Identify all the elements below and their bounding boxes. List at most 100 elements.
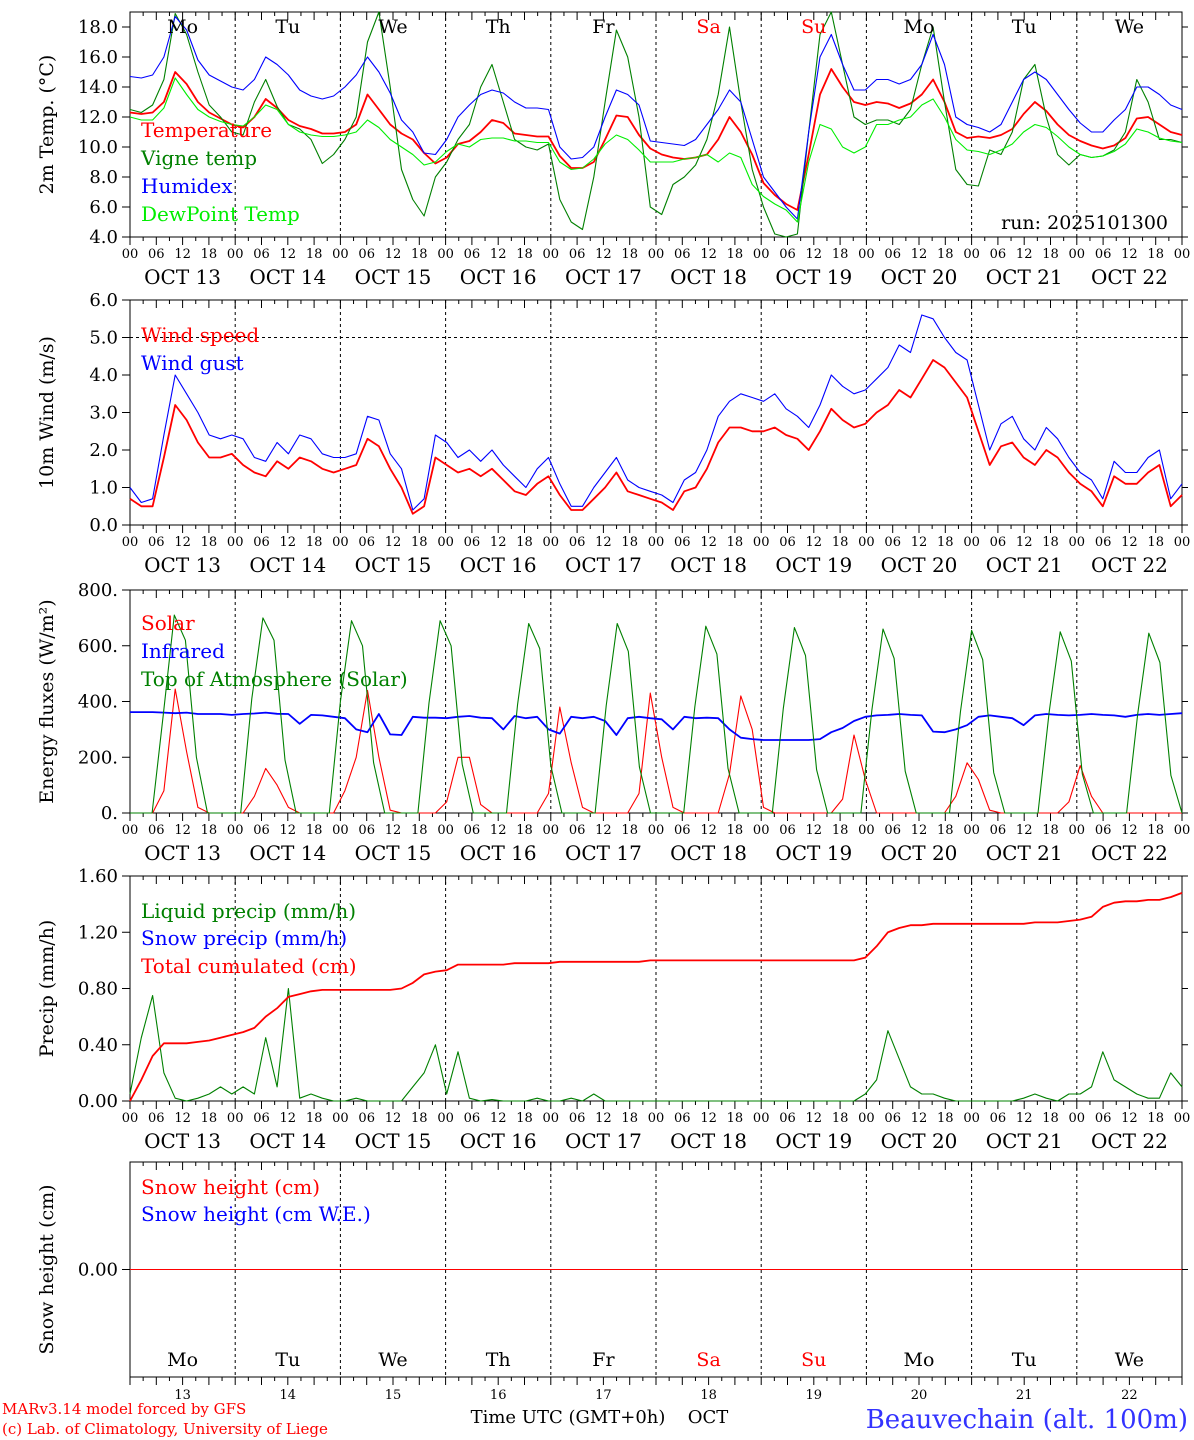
hour-tick-label: 00 xyxy=(543,823,560,838)
date-label: OCT 16 xyxy=(460,841,537,865)
hour-tick-label: 12 xyxy=(700,247,717,262)
day-label: We xyxy=(1115,16,1144,38)
hour-tick-label: 00 xyxy=(227,535,244,550)
hour-tick-label: 12 xyxy=(280,535,297,550)
date-label: OCT 15 xyxy=(355,841,432,865)
legend-entry: DewPoint Temp xyxy=(141,202,300,226)
legend-entry: Liquid precip (mm/h) xyxy=(141,899,356,923)
day-number: 18 xyxy=(700,1388,717,1403)
hour-tick-label: 00 xyxy=(332,535,349,550)
hour-tick-label: 06 xyxy=(148,247,165,262)
hour-tick-label: 06 xyxy=(779,823,796,838)
hour-tick-label: 12 xyxy=(700,1111,717,1126)
hour-tick-label: 00 xyxy=(227,823,244,838)
day-label: Su xyxy=(801,16,826,38)
date-label: OCT 18 xyxy=(670,553,747,577)
date-label: OCT 14 xyxy=(249,1129,326,1153)
hour-tick-label: 00 xyxy=(1069,1111,1086,1126)
day-label: Mo xyxy=(904,16,935,38)
hour-tick-label: 12 xyxy=(806,823,823,838)
legend-entry: Wind gust xyxy=(141,351,244,375)
day-label: Tu xyxy=(1012,16,1037,38)
hour-tick-label: 12 xyxy=(490,1111,507,1126)
hour-tick-label: 06 xyxy=(253,823,270,838)
date-label: OCT 21 xyxy=(986,553,1063,577)
y-tick-label: 4.0 xyxy=(89,365,118,386)
hour-tick-label: 06 xyxy=(358,247,375,262)
legend-entry: Snow height (cm) xyxy=(141,1175,320,1199)
series-dewpoint-temp xyxy=(129,77,1183,223)
day-number: 15 xyxy=(385,1388,402,1403)
hour-tick-label: 12 xyxy=(490,247,507,262)
model-credit: MARv3.14 model forced by GFS xyxy=(2,1400,246,1418)
hour-tick-label: 12 xyxy=(174,535,191,550)
hour-tick-label: 12 xyxy=(595,1111,612,1126)
day-label: We xyxy=(378,16,407,38)
hour-tick-label: 00 xyxy=(332,247,349,262)
date-label: OCT 18 xyxy=(670,265,747,289)
day-label: Tu xyxy=(275,16,300,38)
series-vigne-temp xyxy=(129,11,1183,238)
panel-energy: 0. 200. 400. 600. 800. Energy fluxes (W/m²) So… xyxy=(36,580,1190,865)
hour-tick-label: 06 xyxy=(253,1111,270,1126)
hour-tick-label: 18 xyxy=(937,247,954,262)
panel-wind: 0.0 1.0 2.0 3.0 4.0 5.0 6.0 10m Wind (m/s) Wind … xyxy=(36,290,1190,577)
y-axis-title: Snow height (cm) xyxy=(36,1184,58,1354)
hour-tick-label: 00 xyxy=(1174,535,1191,550)
hour-tick-label: 00 xyxy=(963,247,980,262)
hour-tick-label: 18 xyxy=(1147,1111,1164,1126)
legend-entry: Vigne temp xyxy=(140,146,257,170)
hour-tick-label: 06 xyxy=(148,823,165,838)
lab-credit: (c) Lab. of Climatology, University of L… xyxy=(2,1420,328,1438)
hour-tick-label: 00 xyxy=(963,535,980,550)
hour-tick-label: 12 xyxy=(385,823,402,838)
hour-tick-label: 00 xyxy=(1069,247,1086,262)
date-label: OCT 19 xyxy=(775,1129,852,1153)
day-number: 21 xyxy=(1016,1388,1033,1403)
date-label: OCT 14 xyxy=(249,841,326,865)
hour-tick-label: 06 xyxy=(990,823,1007,838)
series-top-of-atmosphere-solar xyxy=(130,614,1183,814)
date-label: OCT 13 xyxy=(144,841,221,865)
hour-tick-label: 12 xyxy=(1016,247,1033,262)
day-label: Mo xyxy=(167,16,198,38)
y-axis-title: 10m Wind (m/s) xyxy=(36,336,58,489)
hour-tick-label: 06 xyxy=(464,247,481,262)
hour-tick-label: 18 xyxy=(1042,535,1059,550)
day-number: 22 xyxy=(1121,1388,1138,1403)
hour-tick-label: 18 xyxy=(306,823,323,838)
date-label: OCT 16 xyxy=(460,265,537,289)
series-temperature xyxy=(129,68,1183,211)
hour-tick-label: 12 xyxy=(911,247,928,262)
hour-tick-label: 12 xyxy=(174,1111,191,1126)
panel-precip: 0.00 0.40 0.80 1.20 1.60 Precip (mm/h) Liquid … xyxy=(36,866,1190,1153)
hour-tick-label: 18 xyxy=(516,247,533,262)
hour-tick-label: 18 xyxy=(937,823,954,838)
hour-tick-label: 06 xyxy=(358,535,375,550)
y-tick-label: 1.0 xyxy=(89,478,118,499)
hour-tick-label: 06 xyxy=(569,823,586,838)
hour-tick-label: 18 xyxy=(937,535,954,550)
hour-tick-label: 06 xyxy=(674,535,691,550)
y-tick-label: 1.20 xyxy=(78,922,118,943)
hour-tick-label: 00 xyxy=(648,1111,665,1126)
y-tick-label: 0.80 xyxy=(78,979,118,1000)
hour-tick-label: 00 xyxy=(437,247,454,262)
hour-tick-label: 12 xyxy=(385,1111,402,1126)
hour-tick-label: 12 xyxy=(385,247,402,262)
day-number: 13 xyxy=(174,1388,191,1403)
bottom-day-label: Th xyxy=(486,1349,511,1371)
hour-tick-label: 06 xyxy=(253,535,270,550)
y-tick-label: 3.0 xyxy=(89,403,118,424)
y-tick-label: 0.40 xyxy=(78,1035,118,1056)
date-label: OCT 18 xyxy=(670,841,747,865)
date-label: OCT 15 xyxy=(355,553,432,577)
hour-tick-label: 18 xyxy=(306,1111,323,1126)
hour-tick-label: 12 xyxy=(174,823,191,838)
hour-tick-label: 18 xyxy=(516,823,533,838)
panel-snow: 0.00 Snow height (cm) Snow height (cm) Snow… xyxy=(36,1161,1188,1403)
date-label: OCT 17 xyxy=(565,265,642,289)
hour-tick-label: 06 xyxy=(148,535,165,550)
hour-tick-label: 06 xyxy=(1095,1111,1112,1126)
